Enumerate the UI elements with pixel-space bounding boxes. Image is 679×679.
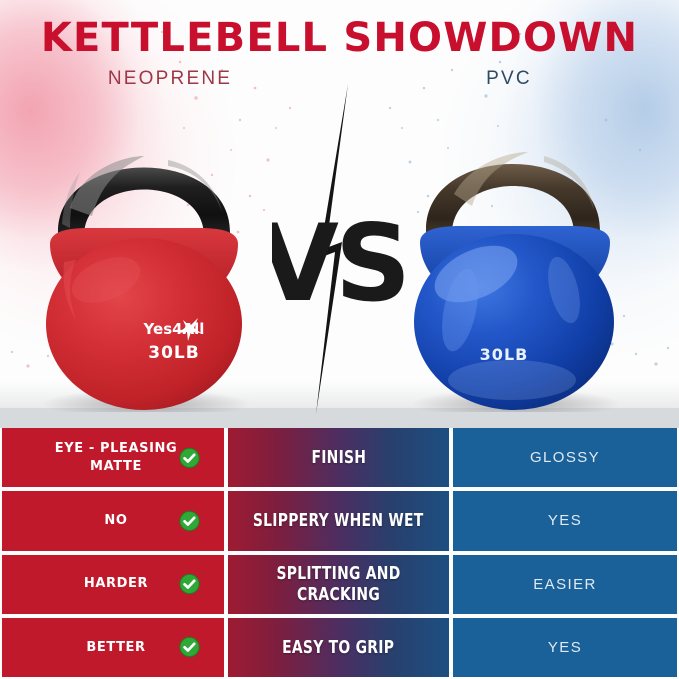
feature-cell: EASY TO GRIP xyxy=(228,617,449,677)
table-row: NO SLIPPERY WHEN WET YES xyxy=(2,491,677,551)
neoprene-value: BETTER xyxy=(86,639,146,655)
pvc-value: GLOSSY xyxy=(529,449,601,467)
neoprene-value: EYE - PLEASING MATTE xyxy=(54,441,178,474)
neoprene-cell: EYE - PLEASING MATTE xyxy=(2,428,224,488)
feature-label: EASY TO GRIP xyxy=(282,636,395,658)
feature-cell: SLIPPERY WHEN WET xyxy=(228,491,449,551)
right-product-label: PVC xyxy=(486,68,532,89)
right-weight-label: 30LB xyxy=(480,345,529,364)
table-row: BETTER EASY TO GRIP YES xyxy=(2,617,677,677)
pvc-kettlebell-image: 30LB xyxy=(412,152,620,412)
pvc-value: YES xyxy=(547,638,583,656)
comparison-table: EYE - PLEASING MATTE FINISH GLOSSY NO xyxy=(2,428,677,677)
neoprene-cell: NO xyxy=(2,491,224,551)
pvc-cell: GLOSSY xyxy=(453,428,677,488)
neoprene-cell: BETTER xyxy=(2,617,224,677)
table-row: HARDER SPLITTING AND CRACKING EASIER xyxy=(2,554,677,614)
feature-label: SLIPPERY WHEN WET xyxy=(253,510,424,532)
check-circle-icon xyxy=(179,447,200,468)
table-row: EYE - PLEASING MATTE FINISH GLOSSY xyxy=(2,428,677,488)
floor-strip xyxy=(0,408,679,428)
feature-cell: SPLITTING AND CRACKING xyxy=(228,554,449,614)
pvc-cell: YES xyxy=(453,491,677,551)
feature-label: SPLITTING AND CRACKING xyxy=(276,563,401,606)
neoprene-cell: HARDER xyxy=(2,554,224,614)
check-circle-icon xyxy=(179,637,200,658)
check-circle-icon xyxy=(179,510,200,532)
neoprene-kettlebell-image: Yes4All 30LB xyxy=(42,156,250,412)
pvc-cell: YES xyxy=(453,617,677,677)
left-product-label: NEOPRENE xyxy=(107,68,233,89)
neoprene-value: NO xyxy=(104,513,128,529)
left-weight-label: 30LB xyxy=(148,343,199,363)
feature-cell: FINISH xyxy=(228,428,449,488)
check-circle-icon xyxy=(179,573,200,595)
neoprene-value: HARDER xyxy=(83,576,149,592)
pvc-value: EASIER xyxy=(533,575,597,593)
versus-badge: VS xyxy=(272,84,408,414)
lightning-bolt-icon xyxy=(316,84,348,414)
feature-label: FINISH xyxy=(311,447,366,469)
pvc-cell: EASIER xyxy=(453,554,677,614)
page-title: KETTLEBELL SHOWDOWN xyxy=(40,15,639,61)
versus-label: VS xyxy=(272,202,407,325)
pvc-value: YES xyxy=(547,512,583,530)
